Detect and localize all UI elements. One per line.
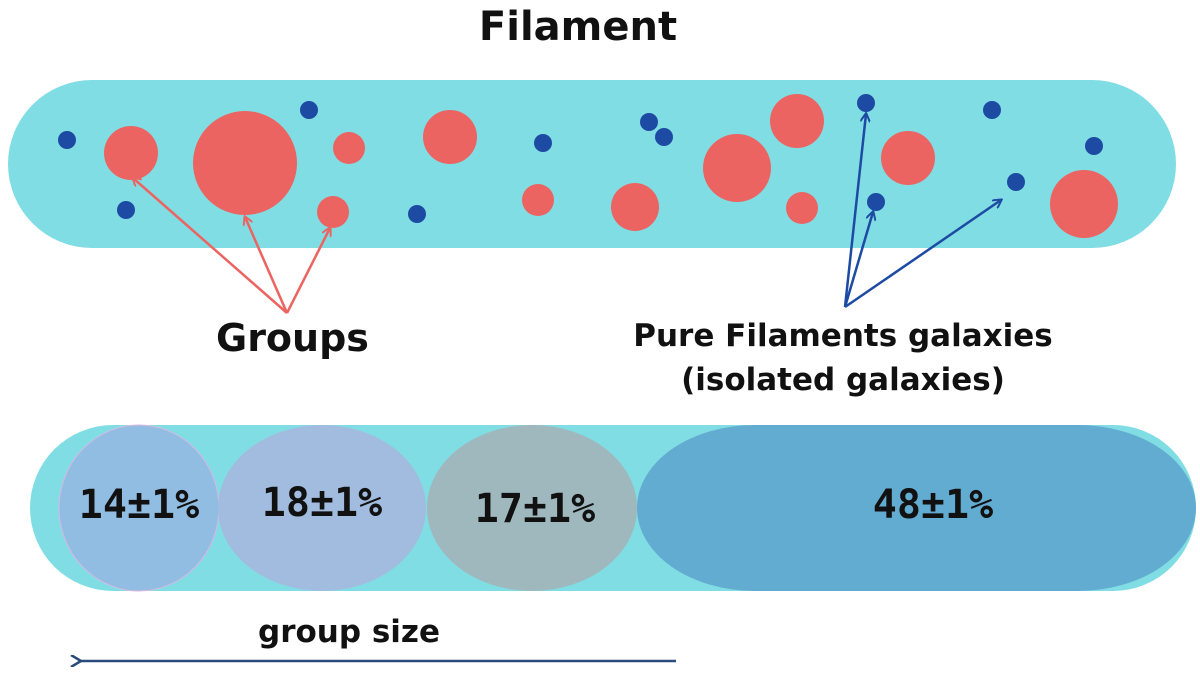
diagram-title: Filament (478, 4, 678, 50)
groups-arrow (133, 178, 288, 314)
fraction-bin-3 (427, 425, 637, 591)
isolated-galaxy-dot (534, 134, 552, 152)
isolated-galaxy-dot (58, 131, 76, 149)
group-circle (770, 94, 824, 148)
isolated-galaxy-dot (983, 101, 1001, 119)
group-circles (104, 94, 1118, 238)
isolated-galaxy-dots (58, 94, 1103, 223)
group-circle (104, 126, 158, 180)
group-circle (423, 110, 477, 164)
group-circle (611, 183, 659, 231)
fraction-bin-4 (637, 425, 1196, 591)
group-circle (333, 132, 365, 164)
group-circle (317, 196, 349, 228)
isolated-arrow (843, 212, 873, 308)
groups-label: Groups (216, 316, 369, 360)
isolated-galaxy-dot (640, 113, 658, 131)
isolated-galaxy-dot (857, 94, 875, 112)
isolated-arrow (843, 114, 866, 308)
groups-arrows (133, 178, 330, 314)
fraction-label-1: 14±1% (78, 482, 200, 528)
isolated-galaxy-dot (408, 205, 426, 223)
isolated-galaxy-dot (300, 101, 318, 119)
group-size-label: group size (258, 614, 440, 650)
group-circle (703, 134, 771, 202)
isolated-galaxy-dot (1085, 137, 1103, 155)
fraction-label-3: 17±1% (474, 486, 596, 532)
isolated-galaxy-dot (117, 201, 135, 219)
fraction-label-4: 48±1% (872, 482, 994, 528)
pure-filament-label-line2: (isolated galaxies) (681, 362, 1005, 398)
groups-arrow (285, 228, 330, 314)
group-circle (193, 111, 297, 215)
isolated-galaxy-dot (867, 193, 885, 211)
group-circle (522, 184, 554, 216)
group-circle (1050, 170, 1118, 238)
isolated-arrow (844, 200, 1001, 309)
isolated-galaxy-dot (1007, 173, 1025, 191)
isolated-galaxy-dot (655, 128, 673, 146)
group-circle (881, 131, 935, 185)
groups-arrow (245, 217, 289, 314)
pure-filament-label: Pure Filaments galaxies (isolated galaxi… (623, 314, 1063, 402)
fraction-label-2: 18±1% (261, 480, 383, 526)
fraction-bin-2 (218, 425, 426, 591)
isolated-arrows (843, 114, 1001, 309)
group-circle (786, 192, 818, 224)
pure-filament-label-line1: Pure Filaments galaxies (633, 318, 1053, 354)
